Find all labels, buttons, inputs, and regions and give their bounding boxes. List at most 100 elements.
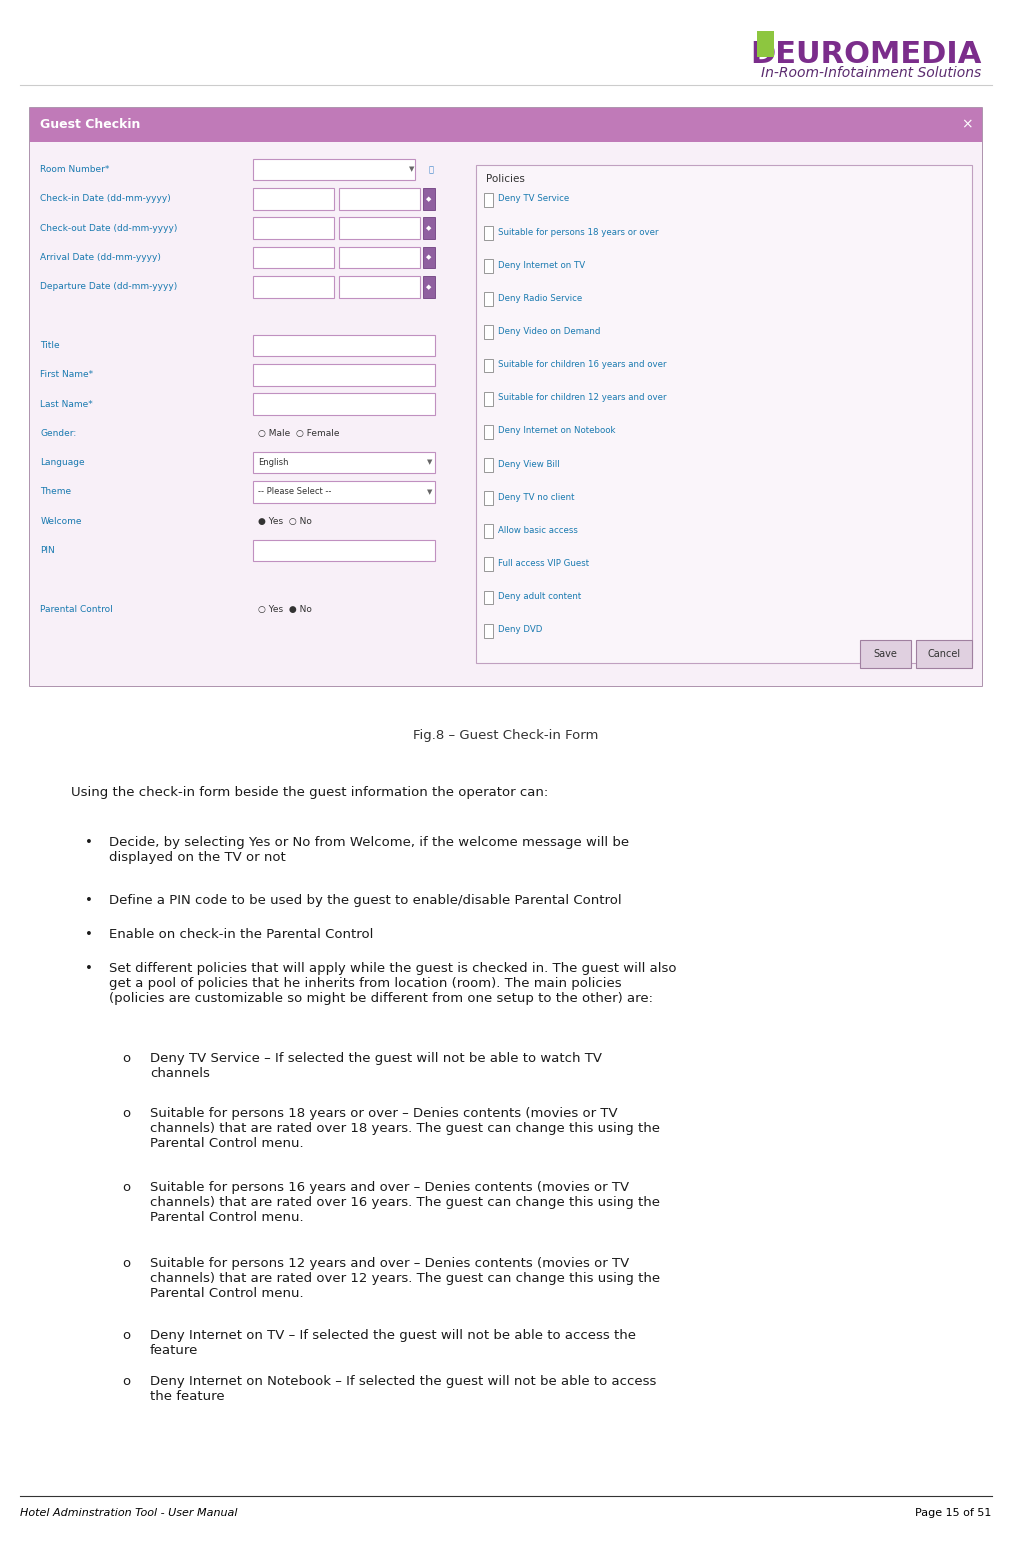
Text: ○ Male  ○ Female: ○ Male ○ Female [258, 429, 340, 438]
Bar [915, 640, 971, 668]
Text: ● Yes  ○ No: ● Yes ○ No [258, 517, 311, 526]
Bar [423, 276, 435, 298]
Text: ◆: ◆ [426, 196, 432, 202]
Bar [483, 492, 492, 506]
Bar [339, 217, 420, 239]
Text: Language: Language [40, 458, 85, 467]
Bar [339, 276, 420, 298]
Bar [253, 159, 415, 180]
Text: Deny Internet on Notebook: Deny Internet on Notebook [497, 427, 615, 435]
Bar [253, 188, 334, 210]
Bar [483, 426, 492, 439]
Bar [253, 217, 334, 239]
Text: Page 15 of 51: Page 15 of 51 [915, 1508, 991, 1517]
Text: Define a PIN code to be used by the guest to enable/disable Parental Control: Define a PIN code to be used by the gues… [109, 894, 622, 907]
Bar [423, 217, 435, 239]
Bar [859, 640, 910, 668]
Text: ▼: ▼ [427, 489, 432, 495]
Bar [483, 325, 492, 339]
Text: Decide, by selecting Yes or No from Welcome, if the welcome message will be
disp: Decide, by selecting Yes or No from Welc… [109, 836, 629, 864]
Text: Last Name*: Last Name* [40, 399, 93, 409]
Text: Suitable for persons 18 years or over – Denies contents (movies or TV
channels) : Suitable for persons 18 years or over – … [150, 1107, 659, 1150]
Bar [339, 188, 420, 210]
Bar [253, 540, 435, 561]
Text: Title: Title [40, 341, 60, 350]
Text: o: o [122, 1329, 130, 1342]
Text: Using the check-in form beside the guest information the operator can:: Using the check-in form beside the guest… [71, 786, 548, 799]
Text: Policies: Policies [485, 174, 524, 183]
Text: Deny TV no client: Deny TV no client [497, 493, 574, 501]
Text: Deny Internet on Notebook – If selected the guest will not be able to access
the: Deny Internet on Notebook – If selected … [150, 1375, 655, 1403]
Text: PIN: PIN [40, 546, 56, 555]
Text: ▼: ▼ [427, 460, 432, 466]
Bar [339, 247, 420, 268]
Text: Deny adult content: Deny adult content [497, 592, 580, 601]
Text: Cancel: Cancel [926, 649, 959, 658]
Text: First Name*: First Name* [40, 370, 93, 379]
Text: o: o [122, 1052, 130, 1064]
Text: o: o [122, 1107, 130, 1119]
Text: English: English [258, 458, 288, 467]
Text: Suitable for persons 16 years and over – Denies contents (movies or TV
channels): Suitable for persons 16 years and over –… [150, 1181, 659, 1224]
Text: Deny Video on Demand: Deny Video on Demand [497, 327, 600, 336]
Text: Full access VIP Guest: Full access VIP Guest [497, 560, 588, 567]
Text: Suitable for children 16 years and over: Suitable for children 16 years and over [497, 361, 666, 369]
Text: ◆: ◆ [426, 254, 432, 261]
Bar [483, 557, 492, 571]
Text: Theme: Theme [40, 487, 72, 497]
Text: Departure Date (dd-mm-yyyy): Departure Date (dd-mm-yyyy) [40, 282, 178, 291]
Bar [253, 247, 334, 268]
Text: o: o [122, 1257, 130, 1269]
Text: ○ Yes  ● No: ○ Yes ● No [258, 604, 311, 614]
Bar [483, 591, 492, 604]
Text: Deny TV Service – If selected the guest will not be able to watch TV
channels: Deny TV Service – If selected the guest … [150, 1052, 602, 1079]
Text: ◆: ◆ [426, 284, 432, 290]
Text: Arrival Date (dd-mm-yyyy): Arrival Date (dd-mm-yyyy) [40, 253, 161, 262]
Bar [483, 392, 492, 406]
Text: Hotel Adminstration Tool - User Manual: Hotel Adminstration Tool - User Manual [20, 1508, 238, 1517]
Text: •: • [85, 962, 93, 975]
Text: Enable on check-in the Parental Control: Enable on check-in the Parental Control [109, 928, 373, 941]
Bar [483, 227, 492, 239]
Text: Deny Internet on TV – If selected the guest will not be able to access the
featu: Deny Internet on TV – If selected the gu… [150, 1329, 635, 1357]
Text: Check-out Date (dd-mm-yyyy): Check-out Date (dd-mm-yyyy) [40, 224, 178, 233]
Text: Room Number*: Room Number* [40, 165, 110, 174]
Bar [253, 393, 435, 415]
Text: Deny Internet on TV: Deny Internet on TV [497, 261, 584, 270]
Text: ×: × [959, 117, 972, 133]
Bar [475, 165, 971, 663]
Text: In-Room-Infotainment Solutions: In-Room-Infotainment Solutions [760, 66, 981, 80]
Bar [30, 142, 981, 686]
Bar [483, 524, 492, 538]
Bar [483, 458, 492, 472]
Bar [30, 108, 981, 142]
Text: -- Please Select --: -- Please Select -- [258, 487, 332, 497]
Bar [253, 364, 435, 386]
Bar [253, 276, 334, 298]
Text: Allow basic access: Allow basic access [497, 526, 577, 535]
Text: o: o [122, 1181, 130, 1194]
Text: Gender:: Gender: [40, 429, 77, 438]
Text: Suitable for persons 12 years and over – Denies contents (movies or TV
channels): Suitable for persons 12 years and over –… [150, 1257, 659, 1300]
Bar [253, 452, 435, 473]
Text: •: • [85, 928, 93, 941]
Bar [756, 31, 773, 57]
Text: ▼: ▼ [408, 167, 413, 173]
Bar [483, 293, 492, 305]
Text: Fig.8 – Guest Check-in Form: Fig.8 – Guest Check-in Form [412, 729, 599, 742]
Text: Suitable for persons 18 years or over: Suitable for persons 18 years or over [497, 228, 658, 236]
Text: ◆: ◆ [426, 225, 432, 231]
Text: DEUROMEDIA: DEUROMEDIA [749, 40, 981, 69]
Bar [30, 108, 981, 686]
Bar [423, 247, 435, 268]
Text: Save: Save [872, 649, 897, 658]
Text: Deny View Bill: Deny View Bill [497, 460, 559, 469]
Text: •: • [85, 836, 93, 848]
Text: Deny DVD: Deny DVD [497, 626, 542, 634]
Text: Guest Checkin: Guest Checkin [40, 119, 141, 131]
Bar [483, 259, 492, 273]
Bar [423, 188, 435, 210]
Bar [483, 358, 492, 372]
Bar [253, 481, 435, 503]
Text: Welcome: Welcome [40, 517, 82, 526]
